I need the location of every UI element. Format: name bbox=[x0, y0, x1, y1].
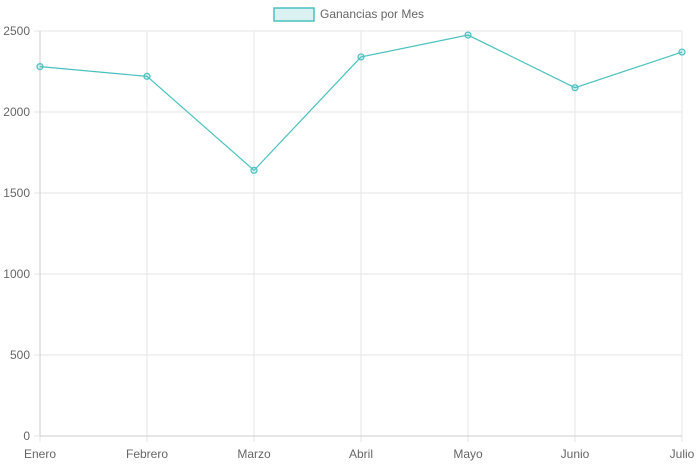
data-point[interactable] bbox=[250, 166, 258, 174]
grid bbox=[34, 30, 683, 442]
x-tick-label: Febrero bbox=[126, 447, 168, 461]
y-tick-label: 2500 bbox=[3, 24, 30, 38]
data-point[interactable] bbox=[357, 53, 365, 61]
x-tick-label: Abril bbox=[349, 447, 373, 461]
x-tick-label: Junio bbox=[561, 447, 590, 461]
data-point[interactable] bbox=[143, 72, 151, 80]
series-ganancias bbox=[36, 31, 686, 174]
x-axis-ticks: Enero Febrero Marzo Abril Mayo Junio Julio bbox=[24, 447, 695, 461]
legend[interactable]: Ganancias por Mes bbox=[273, 7, 424, 22]
y-axis-ticks: 0 500 1000 1500 2000 2500 bbox=[3, 24, 30, 443]
data-point[interactable] bbox=[571, 84, 579, 92]
y-tick-label: 1000 bbox=[3, 267, 30, 281]
legend-swatch bbox=[273, 7, 315, 22]
data-point[interactable] bbox=[678, 48, 686, 56]
y-tick-label: 1500 bbox=[3, 186, 30, 200]
data-point[interactable] bbox=[464, 31, 472, 39]
x-tick-label: Julio bbox=[670, 447, 695, 461]
x-tick-label: Mayo bbox=[453, 447, 483, 461]
data-point[interactable] bbox=[36, 63, 44, 71]
x-tick-label: Marzo bbox=[237, 447, 271, 461]
x-tick-label: Enero bbox=[24, 447, 56, 461]
legend-label: Ganancias por Mes bbox=[320, 7, 424, 21]
axes bbox=[39, 31, 682, 437]
y-tick-label: 0 bbox=[23, 429, 30, 443]
y-tick-label: 500 bbox=[10, 348, 30, 362]
y-tick-label: 2000 bbox=[3, 105, 30, 119]
series-line bbox=[39, 34, 683, 172]
